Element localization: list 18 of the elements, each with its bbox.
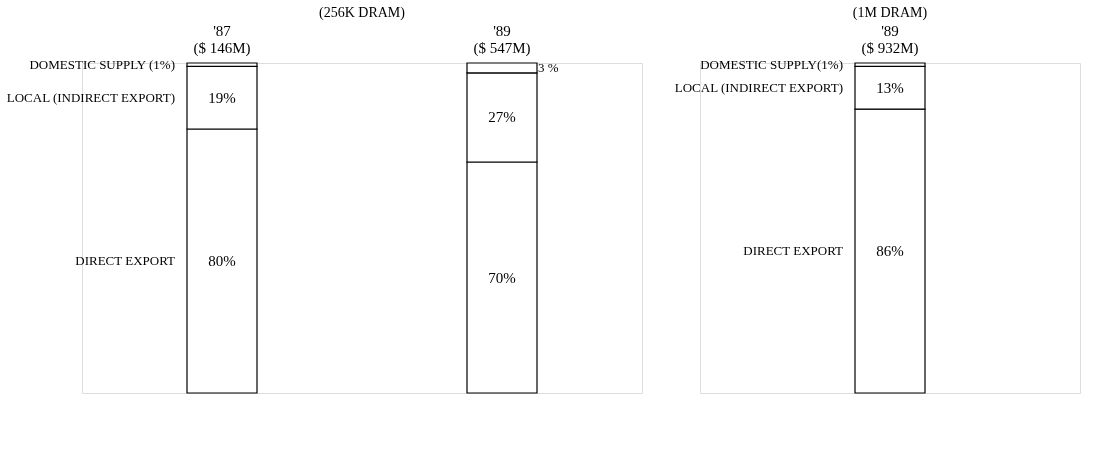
series-label: DOMESTIC SUPPLY(1%) <box>700 56 843 72</box>
chart-title: (256K DRAM) <box>319 5 406 21</box>
chart-title: (1M DRAM) <box>852 5 928 21</box>
x-tick-label: '89 ($ 932M) <box>861 23 919 57</box>
series-label: LOCAL (INDIRECT EXPORT) <box>6 89 175 105</box>
data-label: 13% <box>876 79 904 96</box>
data-label: 19% <box>208 89 236 106</box>
series-label: DIRECT EXPORT <box>75 253 176 268</box>
data-label: 27% <box>488 109 516 126</box>
x-tick-label: '87 ($ 146M) <box>193 23 251 57</box>
data-label: 70% <box>488 269 516 286</box>
data-label: 80% <box>208 253 236 269</box>
series-label: DIRECT EXPORT <box>743 243 844 259</box>
series-label: LOCAL (INDIRECT EXPORT) <box>674 79 843 95</box>
series-label: DOMESTIC SUPPLY (1%) <box>29 56 175 72</box>
data-label: 3 % <box>538 59 559 75</box>
data-label: 86% <box>876 243 904 260</box>
x-tick-label: '89 ($ 547M) <box>473 23 531 57</box>
